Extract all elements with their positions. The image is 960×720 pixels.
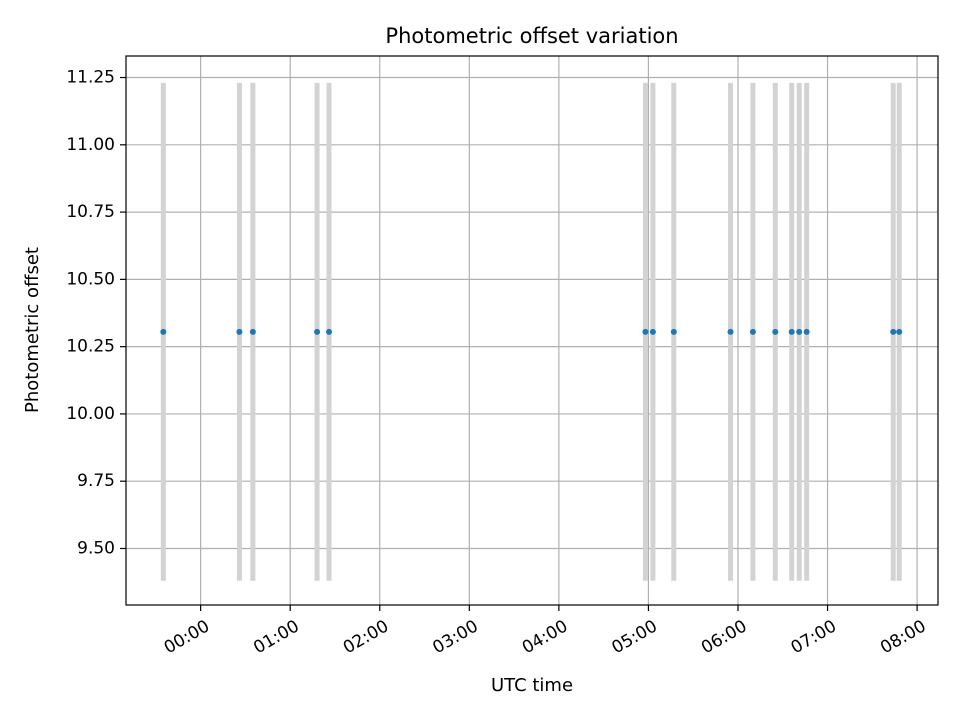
chart-title: Photometric offset variation (385, 24, 678, 48)
data-point (642, 328, 649, 335)
data-point (670, 328, 677, 335)
data-point (896, 328, 903, 335)
y-tick-label: 10.50 (66, 269, 115, 289)
y-tick-label: 10.75 (66, 202, 115, 222)
data-point (772, 328, 779, 335)
plot-frame (125, 55, 939, 606)
data-point (803, 328, 810, 335)
data-point (788, 328, 795, 335)
data-point (749, 328, 756, 335)
grid (126, 56, 938, 605)
data-points (160, 328, 903, 335)
y-tick-label: 10.25 (66, 337, 115, 357)
y-tick-label: 9.50 (77, 538, 115, 558)
data-point (314, 328, 321, 335)
x-axis-label: UTC time (491, 675, 573, 696)
data-point (890, 328, 897, 335)
y-tick-label: 10.00 (66, 404, 115, 424)
data-point (236, 328, 243, 335)
y-tick-label: 11.00 (66, 135, 115, 155)
data-point (727, 328, 734, 335)
y-tick-label: 9.75 (77, 471, 115, 491)
data-point (796, 328, 803, 335)
data-point (160, 328, 167, 335)
data-point (649, 328, 656, 335)
data-point (326, 328, 332, 335)
y-axis-ticks: 9.50 9.75 10.00 10.25 10.50 10.75 11.00 11.25 (66, 68, 126, 558)
y-axis-label: Photometric offset (22, 247, 43, 413)
data-point (249, 328, 256, 335)
y-tick-label: 11.25 (66, 68, 115, 88)
